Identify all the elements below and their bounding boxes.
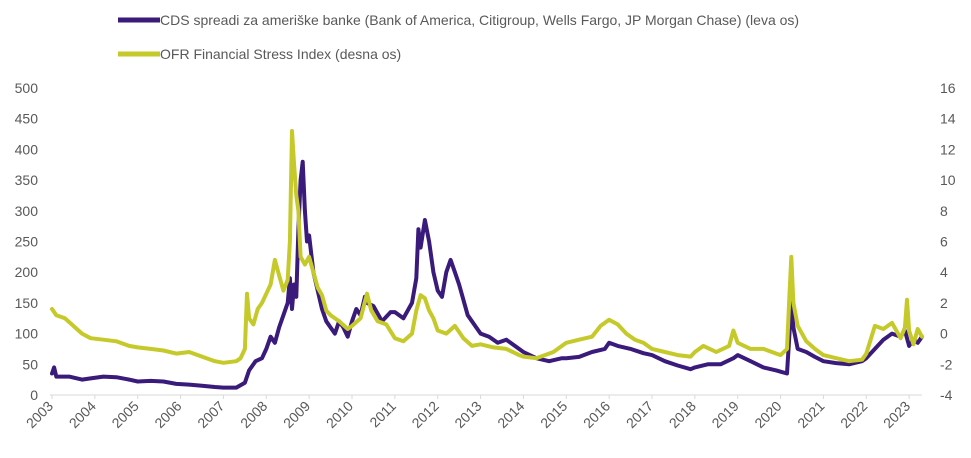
- y-right-tick-label: 16: [940, 80, 956, 96]
- series-layer: [50, 129, 924, 390]
- x-tick-label: 2023: [880, 398, 913, 431]
- y-left-tick-label: 100: [15, 326, 39, 342]
- series-line-cds: [50, 159, 924, 390]
- x-axis: 2003 2004 2005 2006 2007 2008 2009 2010 2011 2012…: [23, 395, 913, 431]
- y-right-tick-label: 12: [940, 141, 956, 157]
- series-line-ofr: [50, 129, 924, 365]
- x-tick-label: 2012: [408, 398, 441, 431]
- y-left-tick-label: 450: [15, 111, 39, 127]
- y-left-tick-label: 0: [30, 387, 38, 403]
- x-tick-label: 2018: [666, 398, 699, 431]
- y-left-tick-label: 50: [22, 356, 38, 372]
- x-tick-label: 2009: [280, 398, 313, 431]
- x-tick-label: 2010: [323, 398, 356, 431]
- y-right-tick-label: 6: [940, 234, 948, 250]
- y-left-tick-label: 150: [15, 295, 39, 311]
- x-tick-label: 2013: [451, 398, 484, 431]
- y-axis-right: -4 -2 0 2 4 6 8 10 12 14 16: [940, 80, 956, 403]
- x-tick-label: 2020: [751, 398, 784, 431]
- legend-label-ofr: OFR Financial Stress Index (desna os): [160, 46, 401, 62]
- y-left-tick-label: 400: [15, 141, 39, 157]
- y-right-tick-label: -4: [940, 387, 953, 403]
- x-tick-label: 2004: [66, 398, 99, 431]
- y-right-tick-label: 14: [940, 111, 956, 127]
- x-tick-label: 2014: [494, 398, 527, 431]
- y-right-tick-label: 0: [940, 326, 948, 342]
- y-left-tick-label: 300: [15, 203, 39, 219]
- y-right-tick-label: 2: [940, 295, 948, 311]
- y-right-tick-label: 8: [940, 203, 948, 219]
- y-left-tick-label: 250: [15, 234, 39, 250]
- x-tick-label: 2008: [237, 398, 270, 431]
- legend: CDS spreadi za ameriške banke (Bank of A…: [118, 12, 799, 62]
- y-right-tick-label: 10: [940, 172, 956, 188]
- x-tick-label: 2006: [151, 398, 184, 431]
- y-left-tick-label: 200: [15, 264, 39, 280]
- y-left-tick-label: 500: [15, 80, 39, 96]
- x-tick-label: 2021: [794, 398, 827, 431]
- x-tick-label: 2015: [537, 398, 570, 431]
- x-tick-label: 2007: [194, 398, 227, 431]
- y-left-tick-label: 350: [15, 172, 39, 188]
- x-tick-label: 2019: [708, 398, 741, 431]
- x-tick-label: 2016: [580, 398, 613, 431]
- legend-label-cds: CDS spreadi za ameriške banke (Bank of A…: [160, 12, 799, 28]
- x-tick-label: 2017: [623, 398, 656, 431]
- x-tick-label: 2022: [837, 398, 870, 431]
- y-right-tick-label: -2: [940, 356, 953, 372]
- y-right-tick-label: 4: [940, 264, 948, 280]
- y-axis-left: 0 50 100 150 200 250 300 350 400 450 500: [15, 80, 39, 403]
- x-tick-label: 2003: [23, 398, 56, 431]
- x-tick-label: 2011: [366, 398, 399, 431]
- x-tick-label: 2005: [108, 398, 141, 431]
